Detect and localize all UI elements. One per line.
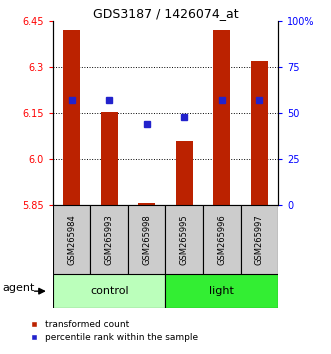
Text: GSM265995: GSM265995 [180, 215, 189, 265]
Bar [166, 274, 278, 308]
Bar [176, 141, 193, 205]
Text: light: light [209, 286, 234, 296]
Text: GSM265993: GSM265993 [105, 215, 114, 265]
Bar [251, 61, 268, 205]
Bar [166, 205, 203, 274]
Text: GSM265996: GSM265996 [217, 215, 226, 265]
Text: agent: agent [3, 283, 35, 293]
Text: GSM265984: GSM265984 [67, 215, 76, 265]
Bar [241, 205, 278, 274]
Bar [203, 205, 241, 274]
Legend: transformed count, percentile rank within the sample: transformed count, percentile rank withi… [21, 316, 202, 346]
Bar [90, 205, 128, 274]
Text: GSM265998: GSM265998 [142, 215, 151, 265]
Text: control: control [90, 286, 128, 296]
Bar [53, 205, 90, 274]
Bar [128, 205, 166, 274]
Bar [63, 30, 80, 205]
Bar [213, 30, 230, 205]
Bar [138, 203, 155, 205]
Title: GDS3187 / 1426074_at: GDS3187 / 1426074_at [93, 7, 238, 20]
Bar [53, 274, 166, 308]
Text: GSM265997: GSM265997 [255, 215, 264, 265]
Bar [101, 112, 118, 205]
